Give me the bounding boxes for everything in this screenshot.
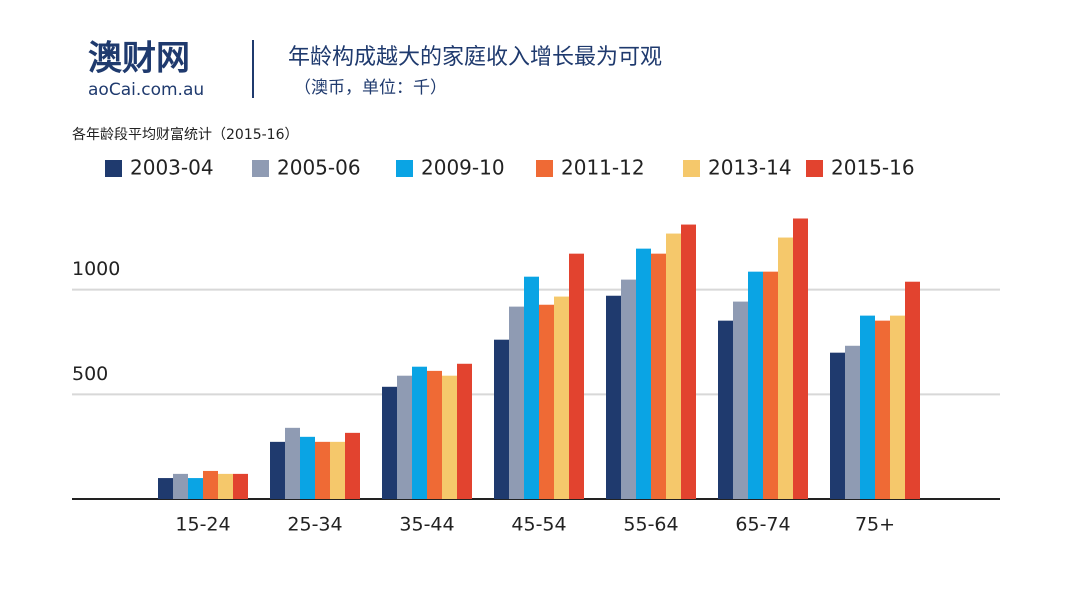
- bar: [382, 386, 397, 499]
- logo: 澳财网: [88, 39, 190, 79]
- legend-label: 2015-16: [831, 156, 915, 180]
- bar: [860, 315, 875, 499]
- bar: [158, 478, 173, 499]
- legend-swatch: [396, 160, 413, 177]
- legend-swatch: [252, 160, 269, 177]
- x-tick-label: 25-34: [287, 514, 342, 536]
- legend-label: 2009-10: [421, 156, 505, 180]
- bar: [233, 473, 248, 499]
- bar: [763, 271, 778, 499]
- bar: [554, 296, 569, 499]
- bar: [905, 281, 920, 499]
- bar: [890, 315, 905, 499]
- bar: [345, 432, 360, 499]
- bar: [457, 363, 472, 499]
- bar: [830, 352, 845, 499]
- bar: [494, 339, 509, 499]
- bar: [845, 345, 860, 499]
- x-tick-label: 65-74: [735, 514, 790, 536]
- chart-subtitle: （澳币，单位：千）: [294, 78, 447, 98]
- bar: [300, 436, 315, 499]
- bar: [442, 375, 457, 499]
- bar: [427, 370, 442, 499]
- bar: [539, 304, 554, 499]
- logo-sub: aoCai.com.au: [88, 80, 204, 100]
- bar: [330, 441, 345, 499]
- bar: [733, 301, 748, 499]
- legend-swatch: [536, 160, 553, 177]
- bar: [636, 248, 651, 499]
- bar: [606, 295, 621, 499]
- bar: [666, 233, 681, 499]
- bar: [285, 427, 300, 499]
- legend-swatch: [806, 160, 823, 177]
- x-tick-label: 45-54: [511, 514, 566, 536]
- bar: [270, 441, 285, 499]
- bar: [621, 279, 636, 499]
- section-label: 各年龄段平均财富统计（2015-16）: [72, 126, 299, 143]
- y-tick-label: 1000: [72, 258, 120, 280]
- x-tick-label: 55-64: [623, 514, 678, 536]
- y-tick-label: 500: [72, 363, 108, 385]
- bar: [188, 478, 203, 499]
- bar: [651, 253, 666, 499]
- bar: [412, 366, 427, 499]
- x-tick-label: 75+: [855, 514, 895, 536]
- bar: [509, 306, 524, 499]
- x-tick-label: 35-44: [399, 514, 454, 536]
- bar: [218, 473, 233, 499]
- bar: [875, 320, 890, 499]
- bar: [524, 276, 539, 499]
- legend-label: 2011-12: [561, 156, 645, 180]
- bar: [397, 375, 412, 499]
- bar: [681, 224, 696, 499]
- bar: [315, 441, 330, 499]
- bar: [569, 253, 584, 499]
- bar: [778, 237, 793, 499]
- legend-label: 2003-04: [130, 156, 214, 180]
- chart-title: 年龄构成越大的家庭收入增长最为可观: [288, 45, 662, 70]
- bar: [718, 320, 733, 499]
- legend-swatch: [105, 160, 122, 177]
- bar: [173, 473, 188, 499]
- legend-label: 2005-06: [277, 156, 361, 180]
- x-tick-label: 15-24: [175, 514, 230, 536]
- bar: [203, 470, 218, 499]
- bar: [793, 218, 808, 499]
- bar: [748, 271, 763, 499]
- legend-swatch: [683, 160, 700, 177]
- legend-label: 2013-14: [708, 156, 792, 180]
